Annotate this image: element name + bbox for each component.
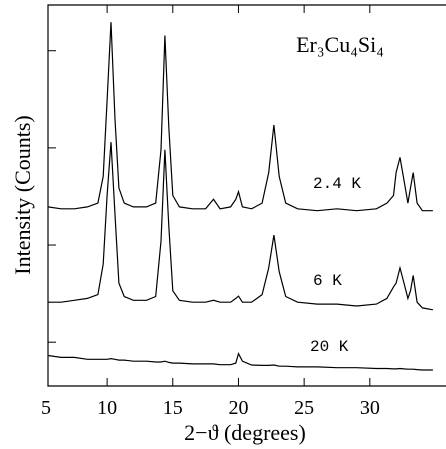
x-tick-label: 5: [41, 397, 51, 419]
axis-frame: [47, 4, 446, 387]
data-line: [48, 142, 434, 311]
x-tick-label: 25: [294, 397, 314, 419]
data-line: [47, 351, 433, 371]
x-axis-label: 2−ϑ (degrees): [184, 420, 306, 445]
x-tick-label: 30: [360, 397, 380, 419]
x-tick-label: 10: [97, 397, 117, 419]
series-label: 20 K: [310, 338, 349, 356]
data-line: [47, 22, 433, 212]
x-tick-label: 15: [163, 397, 183, 419]
chart-title: Er₃Cu₄Si₄: [296, 32, 384, 57]
x-tick-label: 20: [228, 397, 248, 419]
y-axis-label: Intensity (Counts): [10, 115, 35, 275]
series-label: 6 K: [313, 272, 342, 290]
series-label: 2.4 K: [313, 175, 361, 193]
